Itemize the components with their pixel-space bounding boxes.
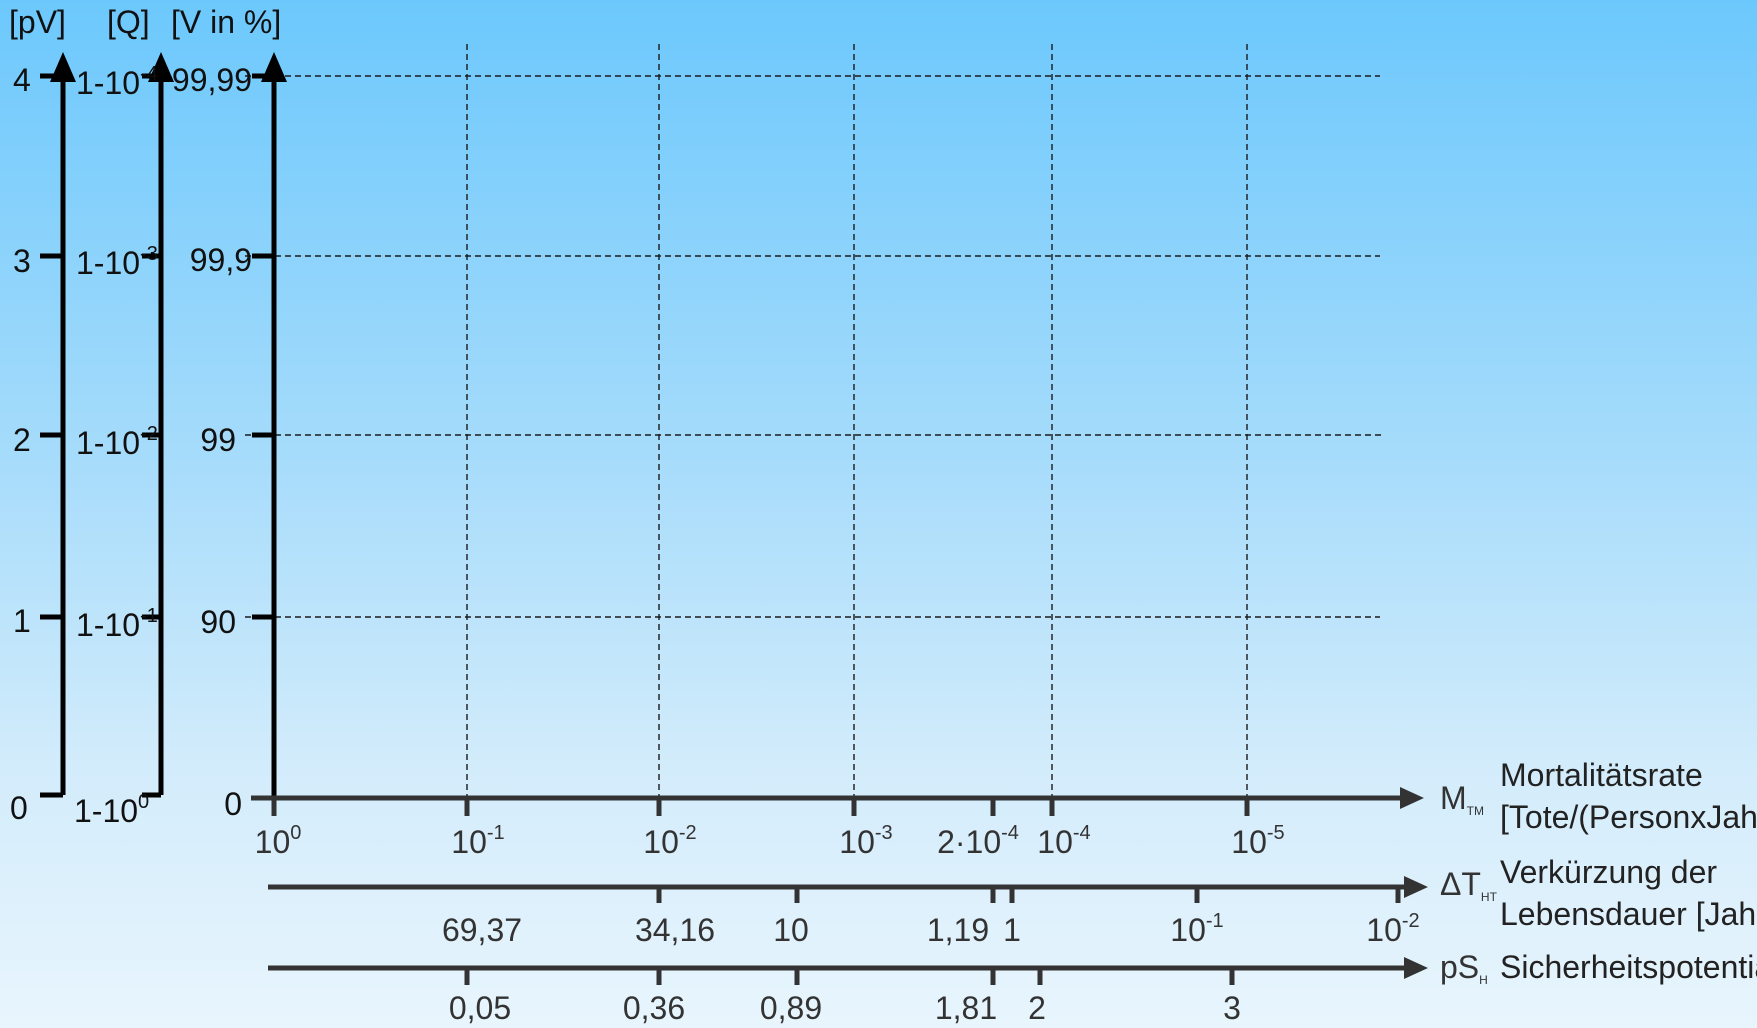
mortality-tick-5: 10-5	[1231, 822, 1285, 860]
v-tick-90: 90	[200, 604, 236, 640]
lifespan-tick-34-16: 34,16	[634, 912, 716, 948]
v-tick-0: 0	[224, 786, 242, 822]
safety-axis	[268, 965, 1408, 985]
safety-tick-2: 2	[1028, 990, 1046, 1026]
lifespan-axis-description: Verkürzung der Lebensdauer [Jahre]	[1500, 854, 1757, 932]
safety-axis-symbol: pSH	[1440, 949, 1488, 987]
pv-tick-0: 0	[10, 790, 28, 826]
safety-tick-0-05: 0,05	[448, 990, 512, 1026]
pv-tick-4: 4	[13, 62, 31, 98]
lifespan-axis	[268, 884, 1408, 903]
pv-tick-2: 2	[13, 422, 31, 458]
safety-axis-arrow	[1404, 957, 1428, 979]
mortality-axis-arrow	[1400, 787, 1424, 809]
q-tick-1: 1-10-1	[76, 605, 158, 643]
lifespan-axis-arrow	[1404, 876, 1428, 898]
mortality-tick-0: 100	[254, 822, 302, 860]
safety-tick-0-36: 0,36	[622, 990, 686, 1026]
v-axis-header: [V in %]	[171, 4, 282, 40]
safety-axis-description: Sicherheitspotential	[1500, 949, 1757, 985]
pv-axis	[40, 73, 66, 798]
lifespan-tick-10e-2: 10-2	[1366, 910, 1420, 948]
safety-tick-3: 3	[1223, 990, 1241, 1026]
mortality-tick-1: 10-1	[451, 822, 505, 860]
q-tick-0: 1-100	[74, 791, 150, 829]
pv-tick-3: 3	[13, 243, 31, 279]
mortality-tick-4: 10-4	[1037, 822, 1091, 860]
lifespan-tick-10e-1: 10-1	[1170, 910, 1224, 948]
q-tick-4: 1-10-4	[76, 63, 158, 101]
mortality-tick-3: 10-3	[839, 822, 893, 860]
v-axis-arrow	[261, 52, 287, 82]
lifespan-tick-69-37: 69,37	[441, 912, 523, 948]
mortality-axis-symbol: MTM	[1440, 780, 1484, 818]
safety-tick-0-89: 0,89	[759, 990, 823, 1026]
v-tick-99-99: 99,99	[171, 62, 252, 98]
pv-axis-arrow	[50, 52, 76, 82]
q-tick-2: 1-10-2	[76, 423, 158, 461]
v-axis	[252, 73, 277, 800]
lifespan-axis-symbol: ΔTHT	[1440, 866, 1497, 904]
q-axis-arrow	[148, 52, 174, 82]
lifespan-tick-1: 1	[1003, 912, 1021, 948]
lifespan-tick-10: 10	[773, 912, 809, 948]
q-tick-3: 1-10-3	[76, 243, 158, 281]
grid-lines	[245, 44, 1385, 798]
v-tick-99-9: 99,9	[189, 242, 252, 278]
v-tick-99: 99	[200, 422, 236, 458]
lifespan-tick-1-19: 1,19	[926, 912, 990, 948]
q-axis-header: [Q]	[107, 4, 150, 40]
pv-axis-header: [pV]	[9, 4, 66, 40]
pv-tick-1: 1	[13, 603, 31, 639]
safety-tick-1-81: 1,81	[934, 990, 998, 1026]
mortality-axis	[251, 795, 1404, 816]
mortality-axis-description: Mortalitätsrate [Tote/(PersonxJahr)]	[1500, 757, 1757, 835]
mortality-tick-2: 10-2	[643, 822, 697, 860]
mortality-tick-2e-4: 2·10-4	[937, 822, 1019, 860]
